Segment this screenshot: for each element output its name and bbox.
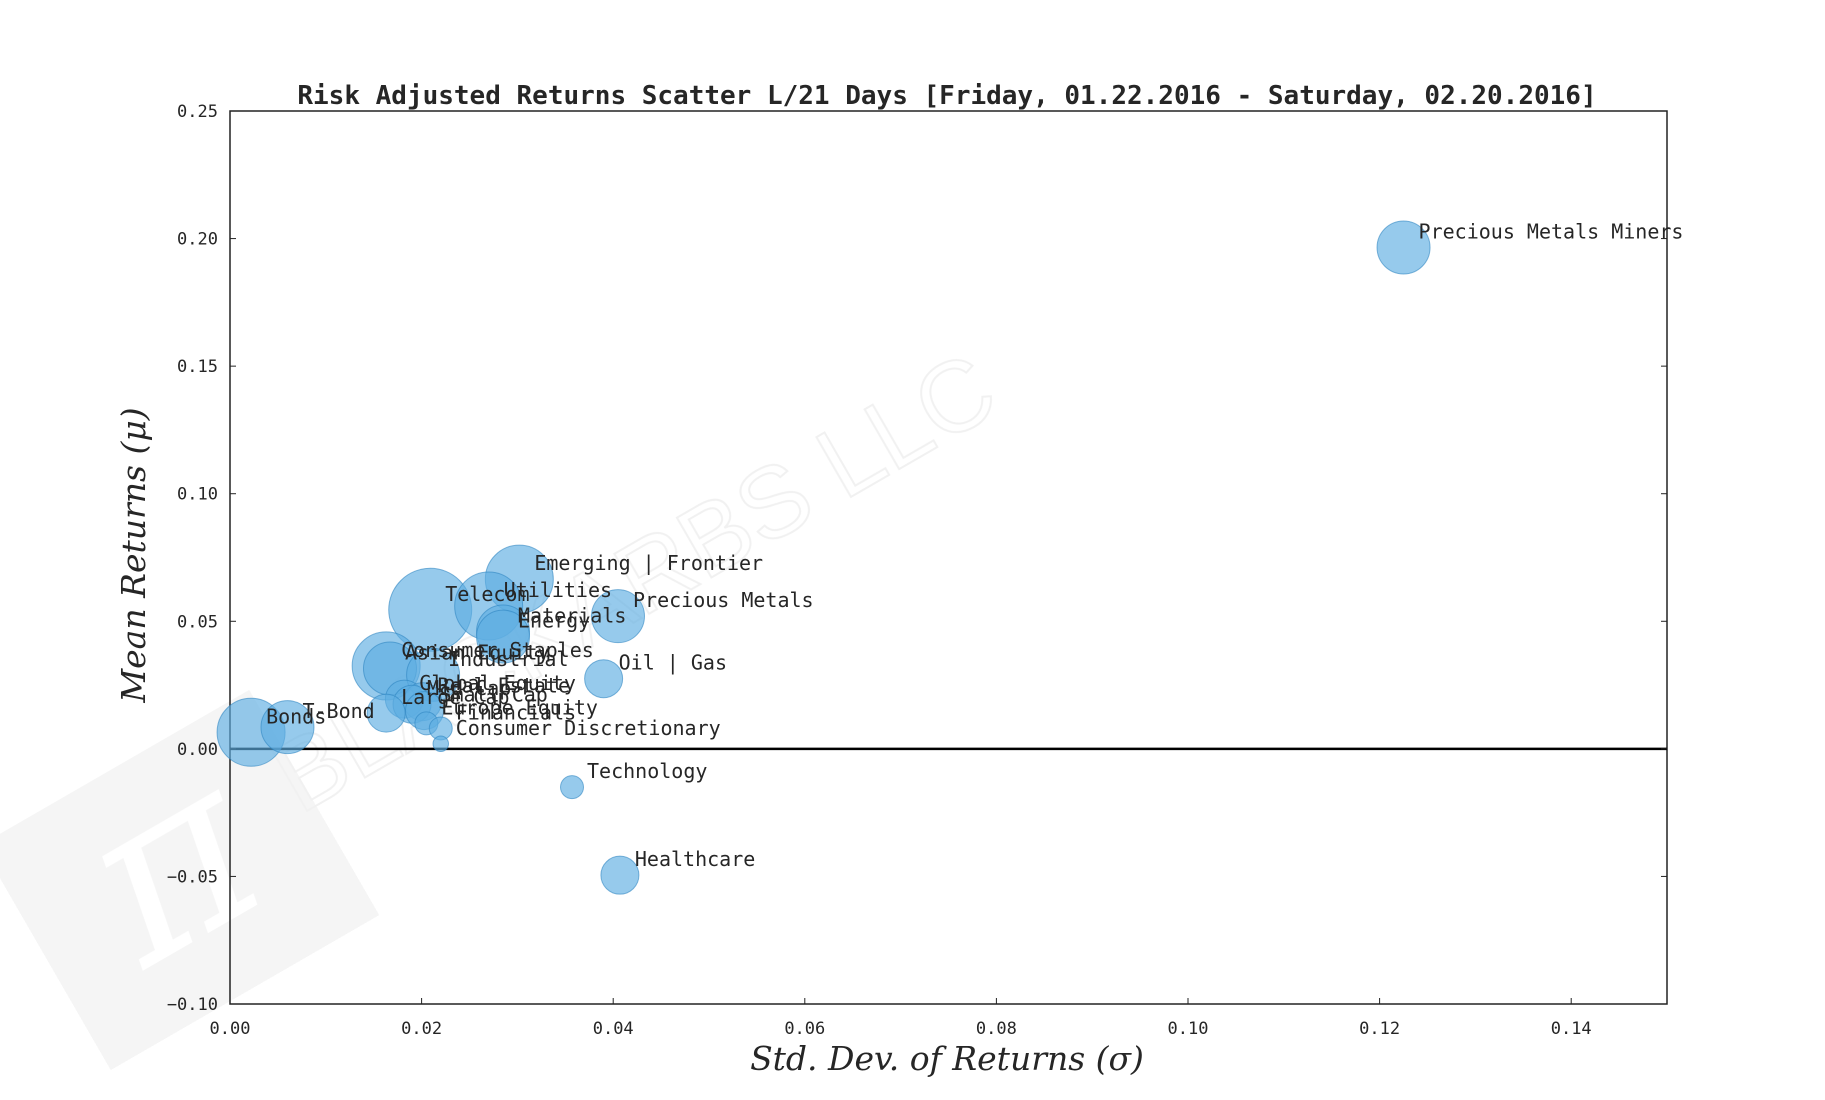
data-label: Energy <box>518 609 590 633</box>
data-label: Materials <box>518 603 626 627</box>
data-label: Bonds <box>266 704 326 728</box>
data-label: Large Cap <box>401 685 509 709</box>
data-label: Europe Equity <box>441 695 598 719</box>
y-tick-label: 0.25 <box>177 102 218 122</box>
y-tick-label: 0.10 <box>177 485 218 505</box>
data-point <box>476 609 531 664</box>
x-tick-label: 0.04 <box>593 1019 634 1039</box>
data-label: Consumer Staples <box>401 638 594 662</box>
x-axis-title: Std. Dev. of Returns (σ) <box>750 1039 1144 1078</box>
y-axis-title: Mean Returns (μ) <box>114 407 153 703</box>
y-tick-label: 0.15 <box>177 357 218 377</box>
data-label: Financials <box>456 700 576 724</box>
data-label: Precious Metals Miners <box>1419 220 1684 244</box>
x-tick-label: 0.12 <box>1359 1019 1400 1039</box>
data-label: Small Cap <box>439 683 547 707</box>
chart-title: Risk Adjusted Returns Scatter L/21 Days … <box>297 81 1596 111</box>
data-points <box>216 220 1431 895</box>
axes-frame <box>229 110 1668 1005</box>
tick-labels: 0.00 0.02 0.04 0.06 0.08 0.10 0.12 0.14 −0.10 −0.… <box>167 102 1592 1039</box>
data-label: Precious Metals <box>633 588 814 612</box>
x-tick-label: 0.06 <box>784 1019 825 1039</box>
x-tick-label: 0.14 <box>1551 1019 1592 1039</box>
data-point <box>590 589 645 644</box>
data-label: Utilities <box>504 578 612 602</box>
data-point <box>1376 220 1431 275</box>
y-tick-label: 0.20 <box>177 230 218 250</box>
data-label: Asian Equity <box>405 640 549 664</box>
data-label: Emerging | Frontier <box>534 551 763 575</box>
data-point <box>584 659 624 699</box>
data-point <box>260 700 315 755</box>
x-tick-label: 0.02 <box>401 1019 442 1039</box>
data-label: Global Equity <box>419 671 576 695</box>
plot-frame <box>229 110 1668 1005</box>
x-tick-label: 0.10 <box>1168 1019 1209 1039</box>
data-point <box>600 855 640 895</box>
data-label: Telecom <box>445 582 529 606</box>
watermark-logo-block <box>0 689 380 1071</box>
data-labels: Precious Metals Miners Emerging | Frontie… <box>266 220 1683 872</box>
x-tick-label: 0.00 <box>210 1019 251 1039</box>
data-point <box>560 775 585 800</box>
data-label: Industrial <box>448 647 568 671</box>
data-label: Real Estate <box>438 674 570 698</box>
data-label: Mid Cap <box>427 676 511 700</box>
data-point <box>432 735 450 753</box>
data-label: Technology <box>587 759 707 783</box>
data-label: Consumer Discretionary <box>456 716 721 740</box>
y-tick-label: 0.05 <box>177 612 218 632</box>
y-tick-label: −0.10 <box>167 995 218 1015</box>
data-label: Oil | Gas <box>619 651 727 675</box>
y-tick-label: 0.00 <box>177 740 218 760</box>
data-label: Healthcare <box>635 847 755 871</box>
y-tick-label: −0.05 <box>167 867 218 887</box>
x-tick-label: 0.08 <box>976 1019 1017 1039</box>
data-label: T-Bond <box>302 699 374 723</box>
